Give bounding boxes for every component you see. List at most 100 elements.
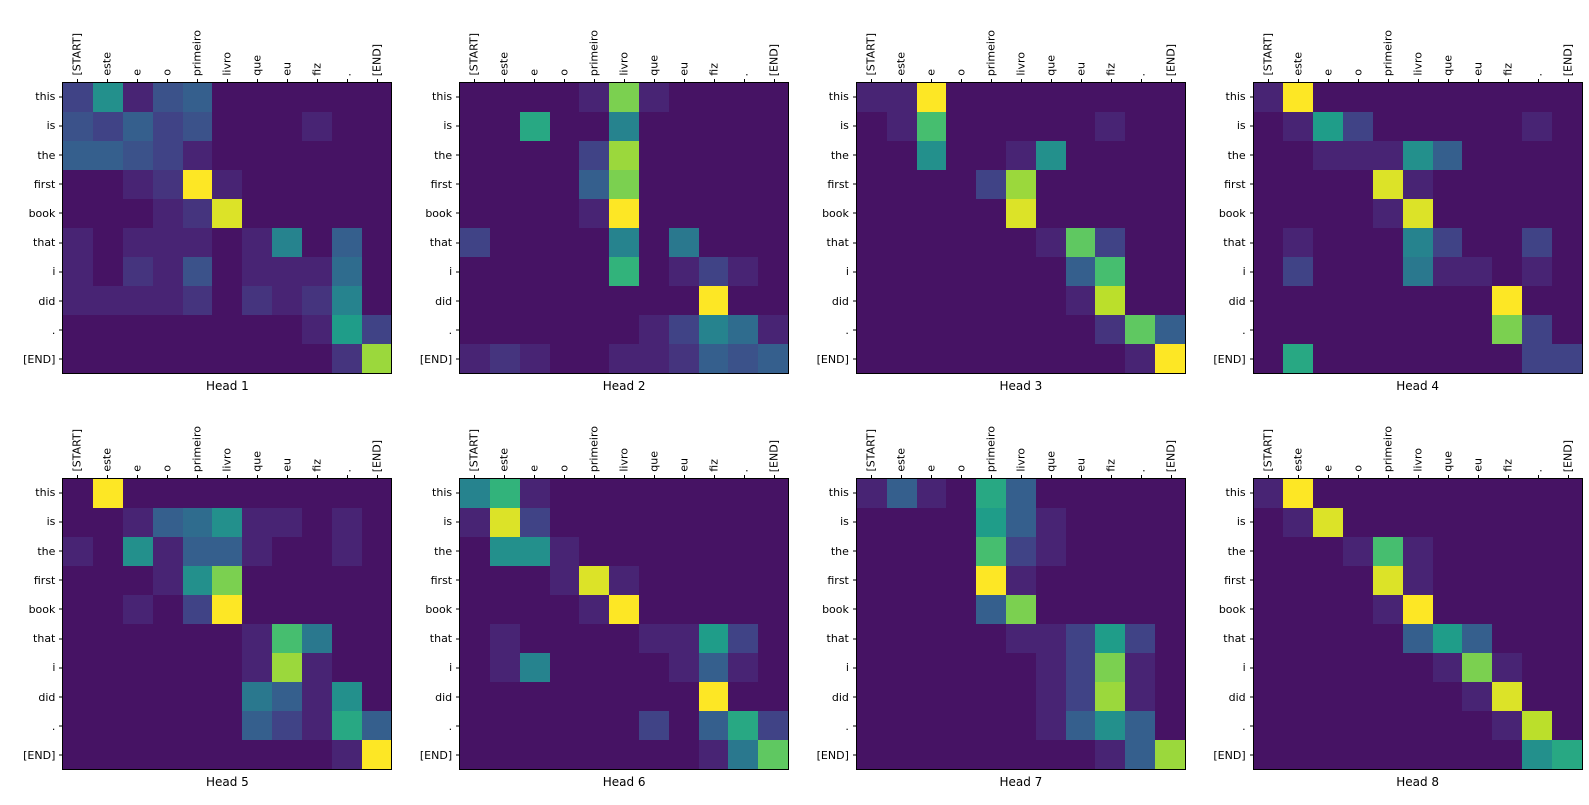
- heatmap-cell: [1035, 170, 1066, 199]
- head-title: Head 2: [602, 379, 646, 393]
- heatmap-cell: [1521, 740, 1552, 769]
- y-tick-label: this: [432, 486, 453, 500]
- x-axis-labels: [START] este e o primeiro livro que eu fiz. [END]: [62, 6, 392, 82]
- heatmap-cell: [1155, 566, 1185, 595]
- heatmap-cell: [728, 228, 759, 257]
- x-tick-label: [END]: [1164, 43, 1178, 76]
- heatmap-cell: [1462, 740, 1493, 769]
- heatmap-cell: [272, 112, 302, 141]
- heatmap-cell: [976, 508, 1006, 537]
- heatmap-cell: [1005, 508, 1036, 537]
- heatmap-cell: [182, 199, 213, 228]
- y-tick-label: this: [1225, 90, 1246, 104]
- heatmap-cell: [579, 711, 610, 740]
- heatmap-cell: [272, 286, 302, 315]
- x-tick: fiz: [1096, 402, 1126, 478]
- heatmap-cell: [1372, 257, 1403, 286]
- x-axis-labels: [START] este e o primeiro livro que eu fiz. [END]: [459, 402, 789, 478]
- heatmap-cell: [886, 344, 917, 373]
- heatmap-cell: [609, 112, 640, 141]
- heatmap-cell: [152, 624, 183, 653]
- heatmap-cell: [1035, 286, 1066, 315]
- heatmap-cell: [639, 479, 669, 508]
- heatmap-cell: [1551, 83, 1582, 112]
- heatmap-cell: [460, 653, 490, 682]
- heatmap-cell: [460, 228, 490, 257]
- heatmap-cell: [460, 537, 490, 566]
- axes-corner: [401, 6, 459, 82]
- heatmap-cell: [728, 537, 759, 566]
- y-tick-label: that: [33, 236, 56, 250]
- heatmap-cell: [63, 344, 94, 373]
- heatmap-cell: [609, 653, 640, 682]
- heatmap-cell: [1521, 257, 1552, 286]
- heatmap-cell: [182, 257, 213, 286]
- heatmap-cell: [331, 653, 362, 682]
- heatmap-cell: [549, 595, 580, 624]
- heatmap-cell: [361, 83, 392, 112]
- x-tick: livro: [609, 402, 639, 478]
- x-tick: primeiro: [579, 402, 609, 478]
- heatmap-cell: [1432, 112, 1463, 141]
- heatmap-cell: [1253, 595, 1284, 624]
- x-tick: e: [1313, 402, 1343, 478]
- y-tick: the: [798, 536, 856, 565]
- heatmap-cell: [489, 141, 520, 170]
- heatmap-cell: [1035, 228, 1066, 257]
- x-tick: livro: [212, 6, 242, 82]
- heatmap-cell: [1283, 257, 1314, 286]
- heatmap-cell: [1432, 315, 1463, 344]
- y-tick-label: did: [435, 690, 453, 704]
- y-tick: is: [1195, 111, 1253, 140]
- heatmap-cell: [123, 740, 153, 769]
- x-tick: e: [519, 6, 549, 82]
- x-tick-label: e: [527, 465, 541, 472]
- x-tick: fiz: [1096, 6, 1126, 82]
- y-tick-label: i: [52, 661, 56, 675]
- x-tick: fiz: [699, 402, 729, 478]
- x-tick: que: [639, 402, 669, 478]
- y-tick: first: [1195, 566, 1253, 595]
- heatmap-cell: [1402, 257, 1433, 286]
- heatmap-cell: [272, 595, 302, 624]
- heatmap-cell: [856, 682, 887, 711]
- heatmap-cell: [460, 682, 490, 711]
- heatmap-cell: [976, 228, 1006, 257]
- heatmap-cell: [212, 286, 243, 315]
- plot-grid: [START] este e o primeiro livro que eu fiz. [END]…: [798, 6, 1186, 396]
- heatmap-cell: [1253, 257, 1284, 286]
- heatmap-cell: [1125, 595, 1156, 624]
- heatmap-cell: [1065, 653, 1096, 682]
- heatmap-cell: [916, 83, 947, 112]
- heatmap-cell: [152, 566, 183, 595]
- y-tick: book: [798, 595, 856, 624]
- heatmap-cell: [1402, 653, 1433, 682]
- heatmap-cell: [361, 653, 392, 682]
- heatmap-cell: [182, 595, 213, 624]
- heatmap-cell: [460, 624, 490, 653]
- y-tick: first: [798, 566, 856, 595]
- heatmap-cell: [1125, 315, 1156, 344]
- heatmap-cell: [1005, 344, 1036, 373]
- heatmap-cell: [549, 508, 580, 537]
- heatmap-cell: [1521, 83, 1552, 112]
- heatmap-cell: [460, 83, 490, 112]
- heatmap-cell: [1065, 170, 1096, 199]
- heatmap-cell: [489, 711, 520, 740]
- heatmap-cell: [182, 508, 213, 537]
- heatmap-cell: [1462, 624, 1493, 653]
- heatmap-cell: [698, 566, 729, 595]
- heatmap-cell: [728, 740, 759, 769]
- heatmap-cell: [886, 682, 917, 711]
- heatmap-cell: [639, 199, 669, 228]
- heatmap-cell: [123, 228, 153, 257]
- y-tick-label: this: [432, 90, 453, 104]
- heatmap-cell: [1283, 479, 1314, 508]
- heatmap-cell: [63, 711, 94, 740]
- heatmap-cell: [698, 199, 729, 228]
- heatmap-cell: [182, 83, 213, 112]
- y-tick-label: i: [1242, 265, 1246, 279]
- y-tick: that: [798, 228, 856, 257]
- heatmap-cell: [1462, 595, 1493, 624]
